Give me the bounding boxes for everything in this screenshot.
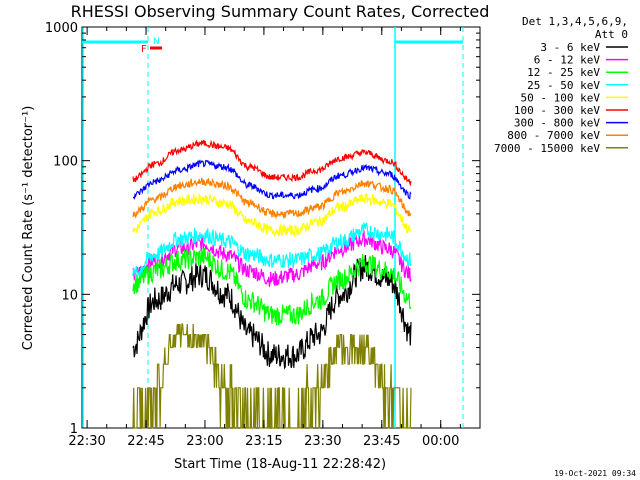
legend-label: 3 - 6 keV — [540, 41, 600, 54]
legend-label: 800 - 7000 keV — [507, 129, 600, 142]
legend-label: 12 - 25 keV — [527, 66, 600, 79]
x-tick-label: 00:00 — [422, 434, 459, 449]
legend-label: 100 - 300 keV — [514, 104, 600, 117]
y-tick-label: 1 — [70, 422, 78, 437]
series-line-2 — [132, 247, 412, 326]
series-line-3 — [132, 221, 412, 279]
chart-title: RHESSI Observing Summary Count Rates, Co… — [71, 2, 490, 21]
legend-label: 6 - 12 keV — [534, 54, 601, 67]
legend-label: 50 - 100 keV — [521, 91, 601, 104]
y-axis-label: Corrected Count Rate (s⁻¹ detector⁻¹) — [21, 106, 36, 351]
y-tick-label: 100 — [53, 155, 78, 170]
y-axis-ticks: 1 10 100 1000 — [45, 21, 480, 437]
legend-header-line1: Det 1,3,4,5,6,9, — [522, 15, 628, 28]
series-line-0 — [132, 255, 412, 370]
legend-label: 25 - 50 keV — [527, 79, 600, 92]
x-tick-label: 23:30 — [304, 434, 341, 449]
series-line-6 — [132, 159, 412, 200]
series-line-7 — [132, 177, 412, 220]
x-tick-label: 23:45 — [363, 434, 400, 449]
series-line-5 — [132, 139, 412, 187]
legend-label: 7000 - 15000 keV — [494, 142, 600, 155]
x-axis-ticks: 22:30 22:45 23:00 23:15 23:30 23:45 00:00 — [68, 27, 461, 449]
generated-timestamp: 19-Oct-2021 09:34 — [554, 469, 636, 478]
flare-flag-label: F — [141, 44, 147, 55]
series-line-8 — [132, 323, 412, 429]
legend-header-line2: Att 0 — [595, 28, 628, 41]
y-tick-label: 1000 — [45, 21, 78, 36]
x-axis-label: Start Time (18-Aug-11 22:28:42) — [174, 457, 386, 472]
x-tick-label: 22:30 — [68, 434, 105, 449]
series-line-4 — [132, 192, 412, 238]
legend-label: 300 - 800 keV — [514, 117, 600, 130]
plot-area: FN — [81, 26, 481, 429]
x-tick-label: 22:45 — [127, 434, 164, 449]
x-tick-label: 23:00 — [186, 434, 223, 449]
x-tick-label: 23:15 — [245, 434, 282, 449]
y-tick-label: 10 — [61, 288, 78, 303]
night-flag-label: N — [153, 37, 160, 47]
